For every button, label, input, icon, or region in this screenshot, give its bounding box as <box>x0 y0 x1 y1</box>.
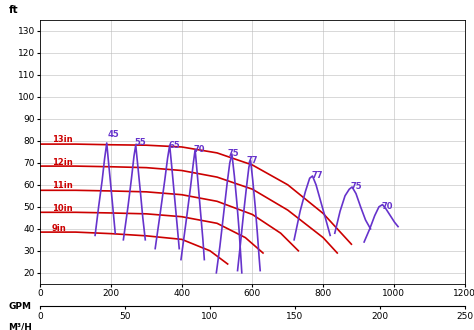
Text: 9in: 9in <box>52 224 66 233</box>
Text: ft: ft <box>9 5 18 15</box>
Text: 13in: 13in <box>52 135 72 144</box>
Text: 75: 75 <box>351 182 362 191</box>
Text: GPM: GPM <box>9 302 31 311</box>
Text: 70: 70 <box>193 145 204 154</box>
Text: 70: 70 <box>382 202 393 211</box>
Text: 55: 55 <box>134 139 146 148</box>
Text: 75: 75 <box>228 149 239 158</box>
Text: 12in: 12in <box>52 158 73 167</box>
Text: 45: 45 <box>108 130 119 139</box>
Text: 77: 77 <box>311 172 323 181</box>
Text: 77: 77 <box>246 156 257 165</box>
Text: 65: 65 <box>168 141 180 150</box>
Text: M³/H: M³/H <box>9 322 32 330</box>
Text: 10in: 10in <box>52 205 72 214</box>
Text: 11in: 11in <box>52 182 73 190</box>
